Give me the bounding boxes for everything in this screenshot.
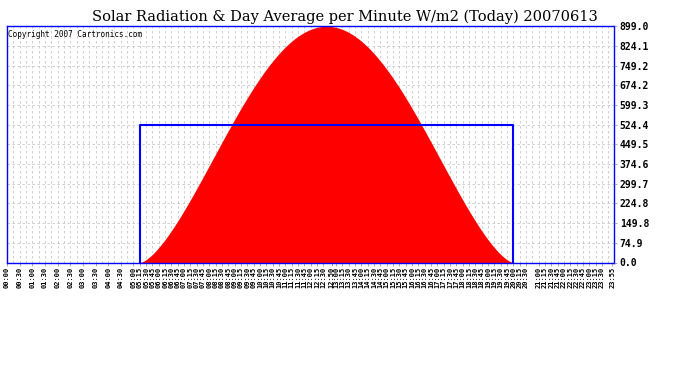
Text: Copyright 2007 Cartronics.com: Copyright 2007 Cartronics.com	[8, 30, 142, 39]
Text: Solar Radiation & Day Average per Minute W/m2 (Today) 20070613: Solar Radiation & Day Average per Minute…	[92, 9, 598, 24]
